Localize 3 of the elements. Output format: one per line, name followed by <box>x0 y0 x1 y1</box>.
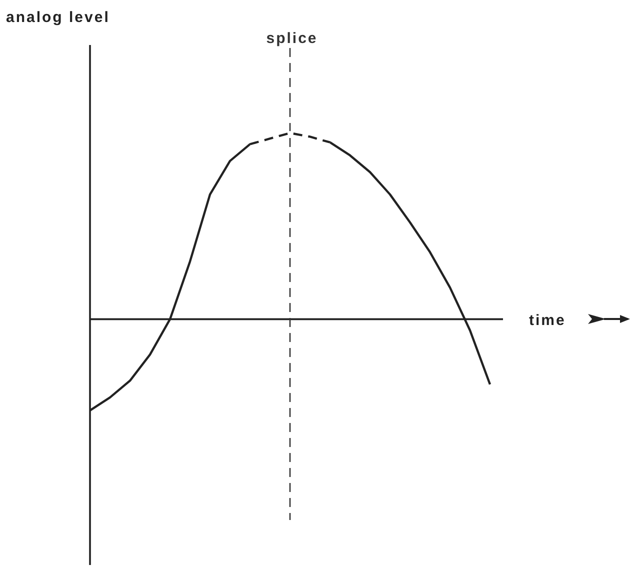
x-axis-title: time <box>529 312 566 329</box>
text: splice <box>266 30 318 47</box>
text: analog level <box>6 9 110 26</box>
